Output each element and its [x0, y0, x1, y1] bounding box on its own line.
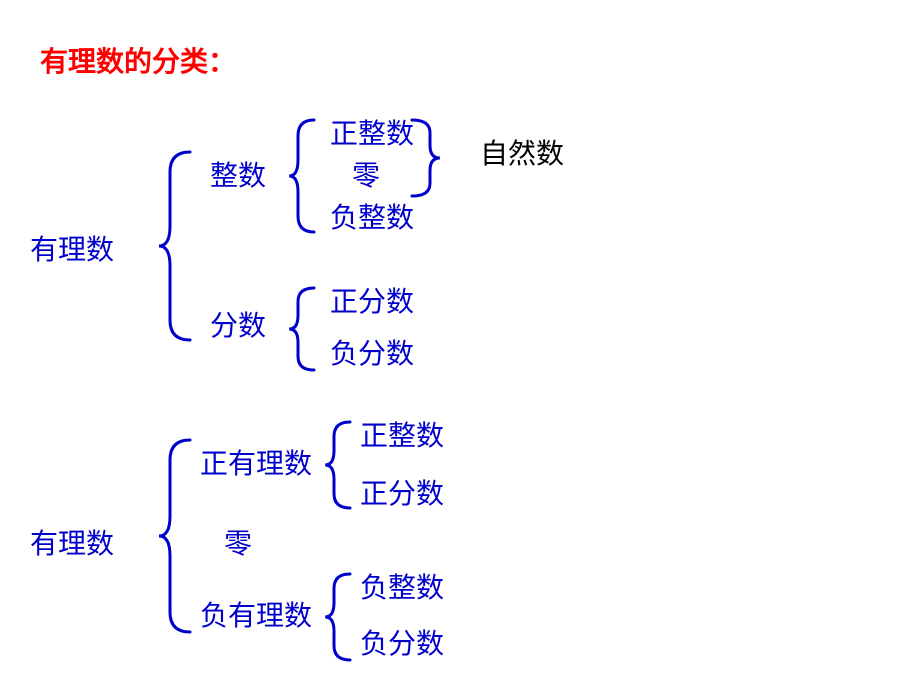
t2-zero: 零: [224, 522, 252, 562]
t1-n12: 零: [352, 154, 380, 194]
t2-neg: 负有理数: [200, 594, 312, 634]
t1-int: 整数: [210, 154, 266, 194]
t1-n11: 正整数: [330, 112, 414, 152]
t1-n13: 负整数: [330, 196, 414, 236]
t1-n21: 正分数: [330, 280, 414, 320]
t2-pos: 正有理数: [200, 442, 312, 482]
t2-n32: 负分数: [360, 622, 444, 662]
t2-n11: 正整数: [360, 414, 444, 454]
t2-root: 有理数: [30, 522, 114, 562]
braces-svg: [0, 0, 920, 690]
t1-frac: 分数: [210, 304, 266, 344]
t2-n31: 负整数: [360, 566, 444, 606]
t2-n12: 正分数: [360, 472, 444, 512]
t1-root: 有理数: [30, 228, 114, 268]
t1-n22: 负分数: [330, 332, 414, 372]
page-title: 有理数的分类：: [40, 40, 236, 80]
t1-annot: 自然数: [480, 132, 564, 172]
